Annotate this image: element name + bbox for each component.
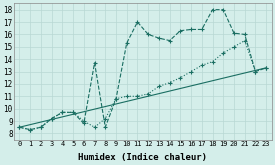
X-axis label: Humidex (Indice chaleur): Humidex (Indice chaleur) [78, 152, 207, 162]
